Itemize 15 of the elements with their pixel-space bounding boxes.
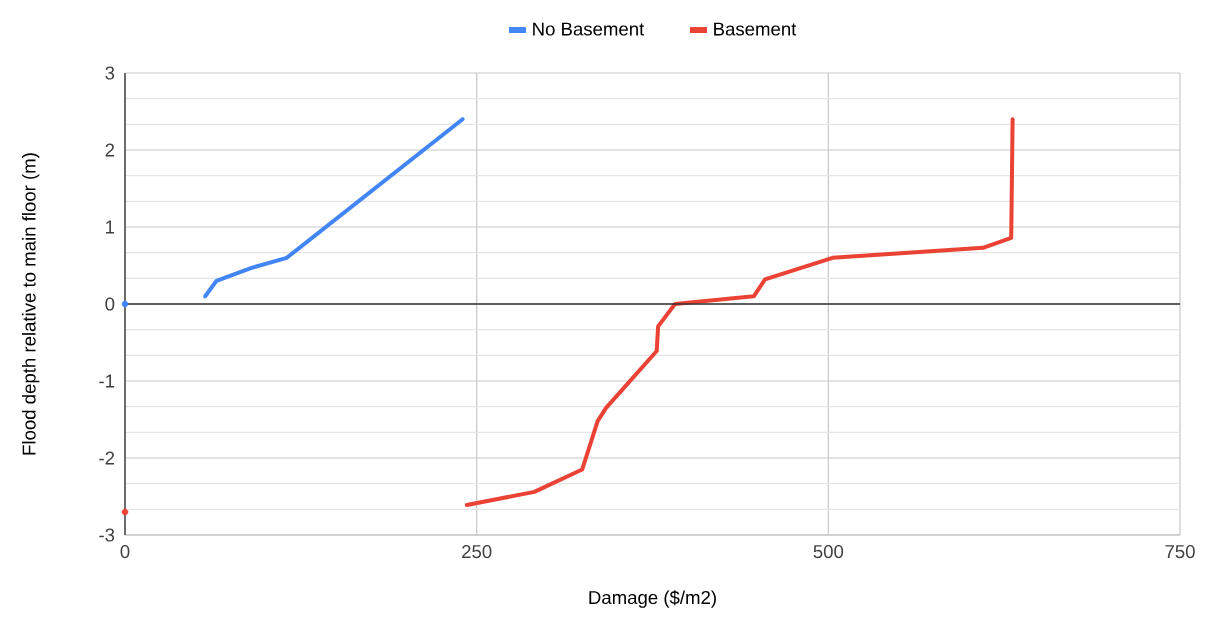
x-tick-label: 0 <box>120 544 130 559</box>
x-tick-label: 250 <box>462 544 492 559</box>
legend-label: No Basement <box>533 22 645 36</box>
y-tick-label: 0 <box>105 297 115 311</box>
y-tick-label: 1 <box>106 220 115 234</box>
legend-label: Basement <box>714 22 797 36</box>
y-tick-label: -3 <box>99 528 115 542</box>
y-axis-title: Flood depth relative to main floor (m) <box>22 153 40 455</box>
x-tick-label: 500 <box>813 544 844 559</box>
y-tick-label: -1 <box>99 374 115 388</box>
x-axis-title: Damage ($/m2) <box>589 590 716 608</box>
x-tick-label: 750 <box>1165 544 1195 559</box>
y-tick-label: -2 <box>99 451 115 465</box>
y-tick-label: 3 <box>105 66 115 80</box>
y-tick-label: 2 <box>105 143 115 157</box>
